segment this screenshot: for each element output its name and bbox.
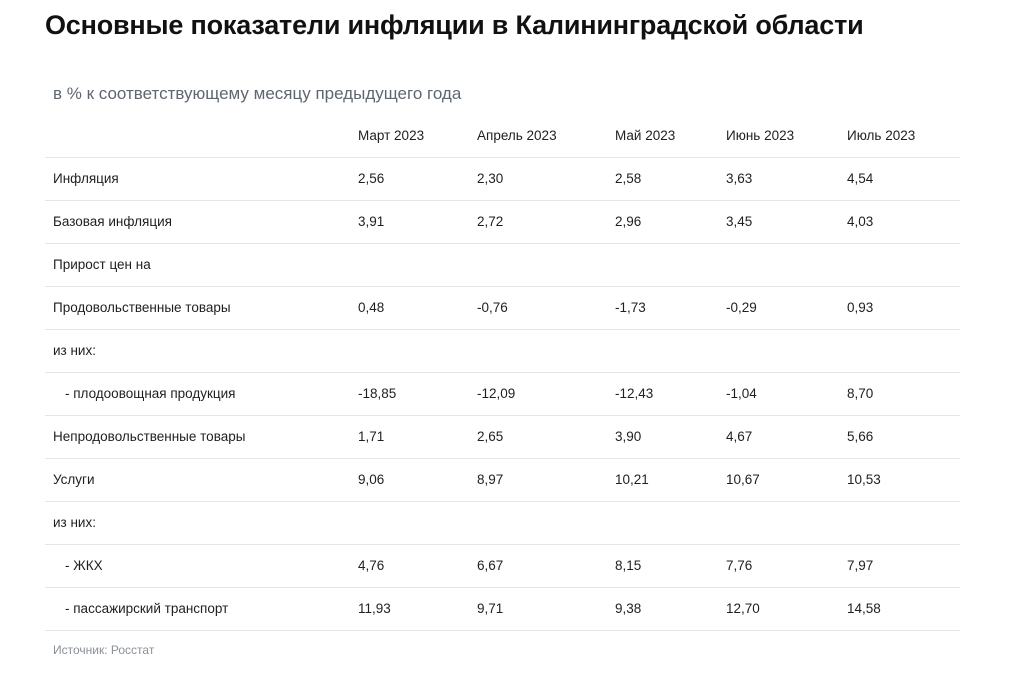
row-label: - плодоовощная продукция [65,386,236,401]
table-row-food: Продовольственные товары 0,48 -0,76 -1,7… [45,287,960,330]
table-cell: 7,97 [847,558,874,573]
table-cell: 3,45 [726,214,753,229]
table-cell: 6,67 [477,558,504,573]
row-label: - ЖКХ [65,558,103,573]
table-cell: 7,76 [726,558,753,573]
table-cell: 3,90 [615,429,642,444]
table-cell: 4,67 [726,429,753,444]
table-subtitle: в % к соответствующему месяцу предыдущег… [53,84,462,103]
table-header-row: Март 2023 Апрель 2023 Май 2023 Июнь 2023… [45,115,960,158]
table-cell: 0,48 [358,300,385,315]
table-cell: 2,56 [358,171,385,186]
page-title: Основные показатели инфляции в Калинингр… [45,10,864,40]
row-label: - пассажирский транспорт [65,601,229,616]
table-cell: 8,15 [615,558,642,573]
row-label: Услуги [53,472,95,487]
table-cell: -12,09 [477,386,516,401]
table-cell: -18,85 [358,386,397,401]
column-header-march: Март 2023 [358,128,425,143]
table-cell: 9,06 [358,472,385,487]
table-cell: -0,76 [477,300,508,315]
table-cell: 9,38 [615,601,642,616]
table-cell: 11,93 [358,601,391,616]
table-row-non-food: Непродовольственные товары 1,71 2,65 3,9… [45,416,960,459]
table-row-housing-utilities: - ЖКХ 4,76 6,67 8,15 7,76 7,97 [45,545,960,588]
table-cell: 8,97 [477,472,504,487]
table-cell: 10,21 [615,472,649,487]
table-cell: 12,70 [726,601,760,616]
table-cell: 4,54 [847,171,874,186]
table-row-services: Услуги 9,06 8,97 10,21 10,67 10,53 [45,459,960,502]
table-cell: 3,91 [358,214,385,229]
row-label: Прирост цен на [53,257,151,272]
column-header-july: Июль 2023 [847,128,916,143]
column-header-may: Май 2023 [615,128,676,143]
table-cell: -0,29 [726,300,757,315]
table-row-fruit-vegetables: - плодоовощная продукция -18,85 -12,09 -… [45,373,960,416]
column-header-april: Апрель 2023 [477,128,557,143]
table-row-of-which-services: из них: [45,502,960,545]
table-cell: 14,58 [847,601,881,616]
table-row-price-growth-heading: Прирост цен на [45,244,960,287]
table-cell: 10,53 [847,472,881,487]
inflation-table: Март 2023 Апрель 2023 Май 2023 Июнь 2023… [45,115,960,631]
table-row-inflation: Инфляция 2,56 2,30 2,58 3,63 4,54 [45,158,960,201]
row-label: из них: [53,515,96,530]
row-label: Продовольственные товары [53,300,231,315]
table-cell: 8,70 [847,386,874,401]
table-cell: 1,71 [358,429,385,444]
table-cell: -12,43 [615,386,654,401]
table-row-passenger-transport: - пассажирский транспорт 11,93 9,71 9,38… [45,588,960,631]
table-cell: 2,58 [615,171,642,186]
table-cell: 2,72 [477,214,504,229]
table-cell: -1,73 [615,300,646,315]
row-label: Базовая инфляция [53,214,172,229]
row-label: Инфляция [53,171,119,186]
source-note: Источник: Росстат [53,643,155,657]
table-cell: 2,96 [615,214,642,229]
table-cell: 2,65 [477,429,504,444]
table-cell: 9,71 [477,601,504,616]
table-cell: 4,03 [847,214,874,229]
row-label: из них: [53,343,96,358]
table-cell: 4,76 [358,558,385,573]
table-cell: 0,93 [847,300,874,315]
table-cell: 5,66 [847,429,874,444]
table-cell: 3,63 [726,171,753,186]
table-row-core-inflation: Базовая инфляция 3,91 2,72 2,96 3,45 4,0… [45,201,960,244]
table-cell: 10,67 [726,472,760,487]
column-header-june: Июнь 2023 [726,128,795,143]
table-cell: 2,30 [477,171,504,186]
table-cell: -1,04 [726,386,757,401]
table-row-of-which-food: из них: [45,330,960,373]
row-label: Непродовольственные товары [53,429,246,444]
